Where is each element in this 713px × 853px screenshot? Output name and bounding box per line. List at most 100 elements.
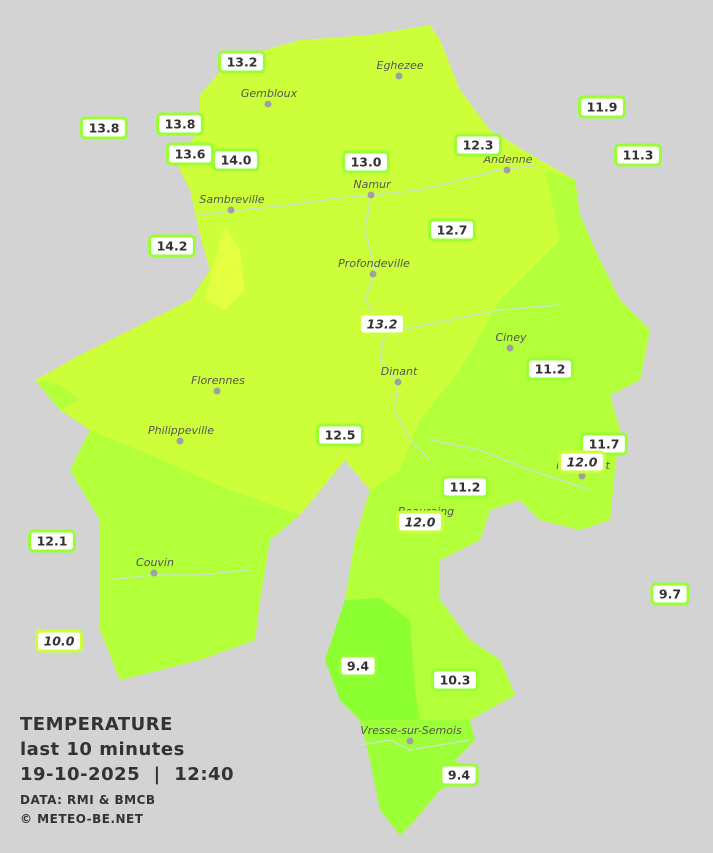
station-box: [558, 450, 606, 474]
station-box: [212, 148, 260, 172]
station: 13.0: [342, 150, 390, 174]
station: 12.7: [428, 218, 476, 242]
station: 13.8: [156, 112, 204, 136]
station: 11.9: [578, 95, 626, 119]
city-dot: [367, 191, 375, 199]
station-box: [650, 582, 690, 606]
station-temp: 11.7: [589, 437, 620, 452]
station-temp: 13.0: [351, 155, 382, 170]
station: 13.2: [358, 312, 406, 336]
station-temp: 12.3: [463, 138, 494, 153]
station-temp: 9.4: [448, 768, 470, 783]
station-box: [35, 629, 83, 653]
city-dot: [506, 344, 514, 352]
station-box: [148, 234, 196, 258]
station-box: [454, 133, 502, 157]
station-temp: 13.2: [367, 317, 398, 332]
city-label: Dinant: [381, 365, 418, 378]
station-temp: 13.6: [175, 147, 206, 162]
station-box: [218, 50, 266, 74]
station: 14.0: [212, 148, 260, 172]
city-label: Sambreville: [199, 193, 264, 206]
station-temp: 12.7: [437, 223, 468, 238]
station: 11.3: [614, 143, 662, 167]
legend: TEMPERATURE last 10 minutes 19-10-2025 |…: [20, 714, 234, 826]
legend-timestamp: 19-10-2025 | 12:40: [20, 764, 234, 785]
station-box: [80, 116, 128, 140]
river-eau-noire: [109, 569, 251, 581]
city-dot: [406, 737, 414, 745]
station: 13.6: [166, 142, 214, 166]
city-dot: [503, 166, 511, 174]
legend-source: DATA: RMI & BMCB: [20, 793, 156, 807]
station-temp: 13.8: [89, 121, 120, 136]
legend-copyright: © METEO-BE.NET: [20, 812, 144, 826]
station: 9.7: [650, 582, 690, 606]
station: 12.1: [28, 529, 76, 553]
city-label: Eghezee: [377, 59, 424, 72]
rivers: [109, 164, 591, 751]
station: 11.2: [441, 475, 489, 499]
station-box: [338, 654, 378, 678]
station-box: [316, 423, 364, 447]
city-label: Namur: [353, 178, 392, 191]
city-dot: [395, 72, 403, 80]
station: 13.8: [80, 116, 128, 140]
station-temp: 13.8: [165, 117, 196, 132]
river-meuse: [364, 194, 431, 461]
river-bocq: [399, 304, 561, 331]
city-label: Profondeville: [338, 257, 410, 270]
station-temp: 14.2: [157, 239, 188, 254]
zone-west-edge: [35, 380, 80, 410]
station-box: [578, 95, 626, 119]
station: 10.0: [35, 629, 83, 653]
city-dot: [213, 387, 221, 395]
zone-semois: [360, 720, 475, 835]
station-temp: 12.1: [37, 534, 68, 549]
station: 12.5: [316, 423, 364, 447]
station: 14.2: [148, 234, 196, 258]
station-temp: 10.0: [44, 634, 75, 649]
station-box: [358, 312, 406, 336]
station: 13.2: [218, 50, 266, 74]
city-dot: [150, 569, 158, 577]
station-temp: 12.5: [325, 428, 356, 443]
station-box: [439, 763, 479, 787]
city-label: Couvin: [136, 556, 174, 569]
zone-southwest: [70, 430, 300, 680]
river-semois: [359, 739, 471, 751]
city-dot: [369, 270, 377, 278]
station-temp: 9.4: [347, 659, 369, 674]
legend-title: TEMPERATURE: [20, 714, 173, 735]
station: 10.3: [431, 668, 479, 692]
station-box: [396, 510, 444, 534]
station-box: [156, 112, 204, 136]
station-temp: 12.0: [567, 455, 598, 470]
station-temp: 11.2: [535, 362, 566, 377]
station-temp: 9.7: [659, 587, 681, 602]
station: 9.4: [338, 654, 378, 678]
station-temp: 14.0: [221, 153, 252, 168]
stations: 13.2 13.8 13.8 13.6 14.0 13.0 12.3 11.9 11.3 14.2…: [28, 50, 690, 787]
station-temp: 11.9: [587, 100, 618, 115]
legend-period: last 10 minutes: [20, 739, 185, 760]
station-box: [614, 143, 662, 167]
city-label: Gembloux: [241, 87, 298, 100]
station-temp: 11.2: [450, 480, 481, 495]
city-label: Philippeville: [148, 424, 214, 437]
station-box: [441, 475, 489, 499]
station-box: [526, 357, 574, 381]
cities: EghezeeGemblouxAndenneNamurSambrevillePr…: [136, 59, 610, 745]
station-box: [28, 529, 76, 553]
station-temp: 13.2: [227, 55, 258, 70]
city-label: Vresse-sur-Semois: [360, 724, 462, 737]
station: 12.0: [558, 450, 606, 474]
station-temp: 10.3: [440, 673, 471, 688]
station-temp: 12.0: [405, 515, 436, 530]
river-lesse: [429, 439, 591, 491]
zone-warm-patch: [205, 225, 245, 310]
station: 12.3: [454, 133, 502, 157]
city-dot: [578, 472, 586, 480]
station-temp: 11.3: [623, 148, 654, 163]
